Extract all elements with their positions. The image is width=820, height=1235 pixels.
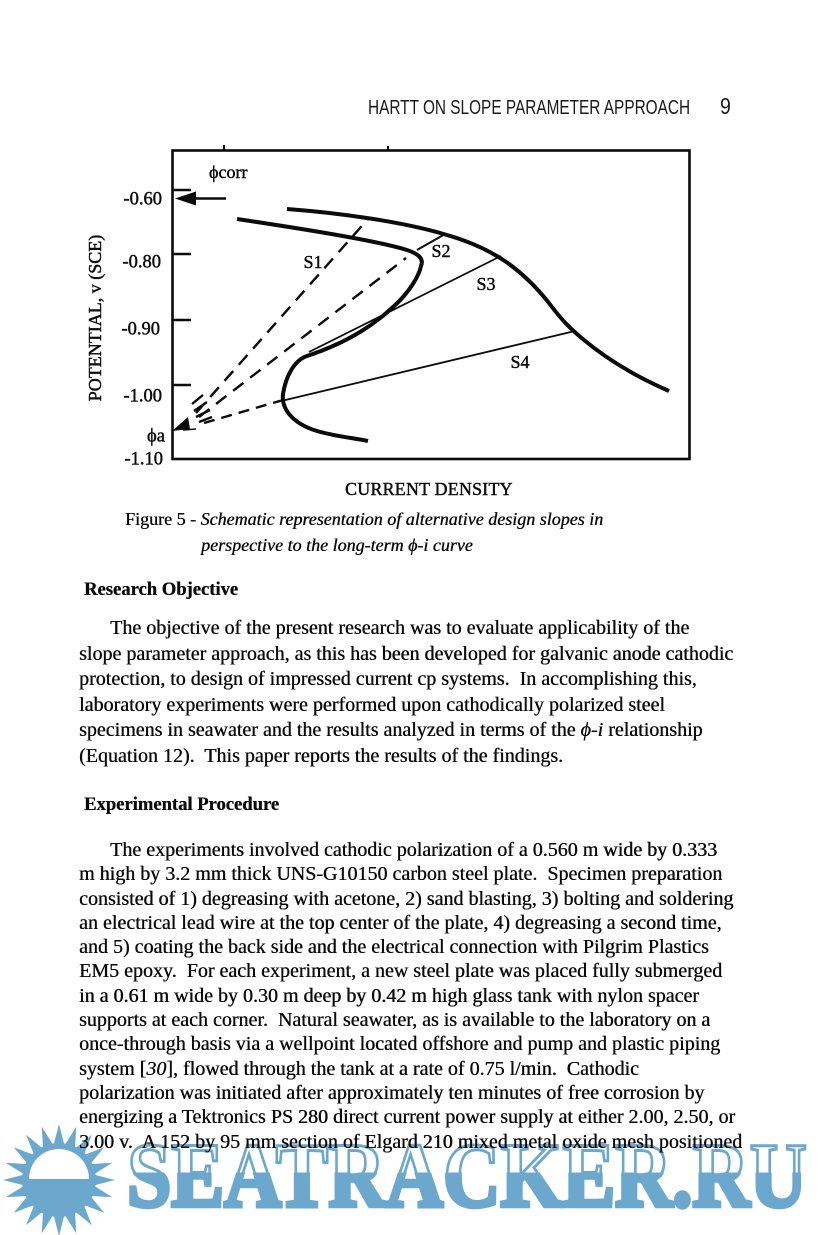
svg-text:-1.00: -1.00 [123,387,162,407]
svg-text:CURRENT DENSITY: CURRENT DENSITY [345,479,513,499]
svg-text:ϕa: ϕa [147,427,165,447]
svg-text:-0.80: -0.80 [122,253,161,273]
svg-text:S4: S4 [510,352,529,372]
svg-text:-0.90: -0.90 [121,320,160,340]
svg-text:S1: S1 [303,252,322,272]
svg-text:SEATRACKER.RU: SEATRACKER.RU [127,1124,807,1226]
svg-text:ϕcorr: ϕcorr [209,162,247,182]
svg-text:S3: S3 [476,274,495,294]
svg-text:-1.10: -1.10 [124,450,163,470]
svg-text:SEATRACKER.RU: SEATRACKER.RU [127,1124,807,1226]
svg-text:-0.60: -0.60 [123,190,162,210]
svg-text:POTENTIAL, v (SCE): POTENTIAL, v (SCE) [85,235,106,401]
svg-text:S2: S2 [431,241,450,261]
